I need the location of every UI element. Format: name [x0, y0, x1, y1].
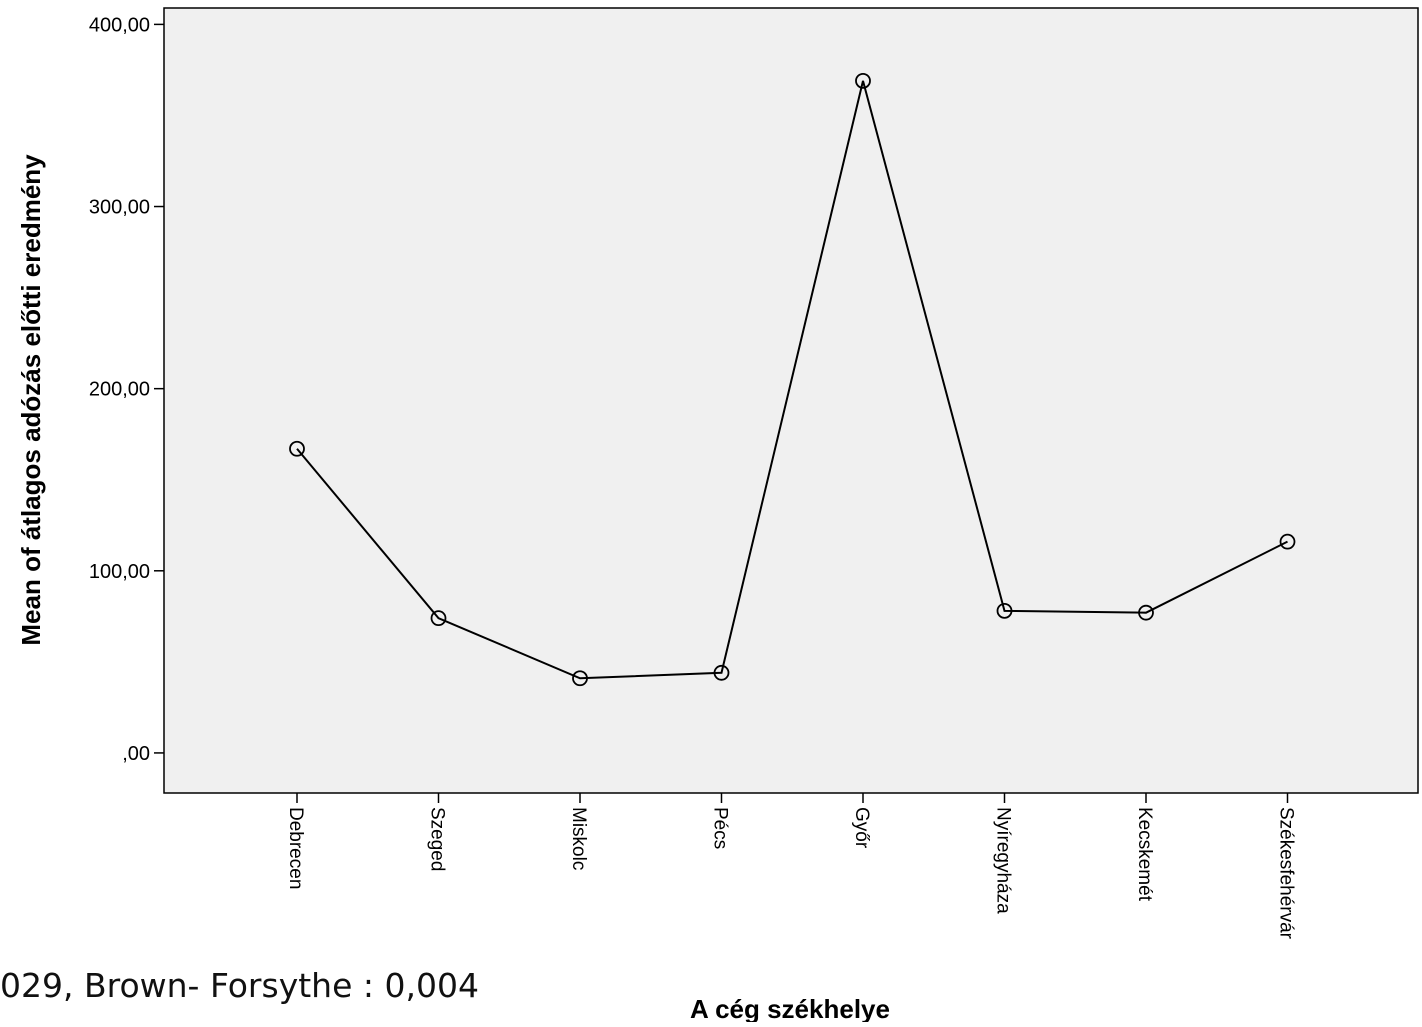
x-tick-label: Kecskemét — [1134, 807, 1155, 902]
x-tick-label: Pécs — [710, 807, 731, 849]
series-line — [296, 80, 1288, 680]
data-point-marker — [572, 670, 588, 687]
y-tick-label: 200,00 — [89, 379, 150, 401]
data-point-marker — [855, 72, 871, 89]
x-axis: Debrecen Szeged Miskolc Pécs Győr Nyíregyháza… — [285, 793, 1297, 940]
y-axis-label: Mean of átlagos adózás előtti eredmény — [16, 154, 46, 646]
y-tick-label: ,00 — [122, 743, 150, 765]
data-point-marker — [1138, 604, 1154, 621]
y-tick-label: 100,00 — [89, 561, 150, 583]
data-point-marker — [430, 610, 447, 627]
x-axis-label: A cég székhelye — [690, 994, 890, 1022]
y-axis: ,00 100,00 200,00 300,00 400,00 — [89, 14, 164, 765]
data-point-marker — [1279, 533, 1296, 550]
x-tick-label: Miskolc — [568, 807, 589, 870]
footnote-text: 029, Brown- Forsythe : 0,004 — [0, 966, 479, 1005]
plot-area — [163, 7, 1419, 794]
y-tick-label: 400,00 — [89, 14, 150, 36]
y-tick-label: 300,00 — [89, 197, 150, 219]
x-tick-label: Debrecen — [285, 807, 306, 889]
data-series — [289, 72, 1296, 687]
x-tick-label: Győr — [851, 807, 872, 849]
data-point-marker — [713, 664, 730, 681]
data-point-marker — [289, 440, 305, 457]
data-point-marker — [996, 602, 1013, 619]
x-tick-label: Székesfehérvár — [1276, 807, 1297, 940]
x-tick-label: Szeged — [427, 807, 448, 871]
x-tick-label: Nyíregyháza — [993, 807, 1014, 914]
